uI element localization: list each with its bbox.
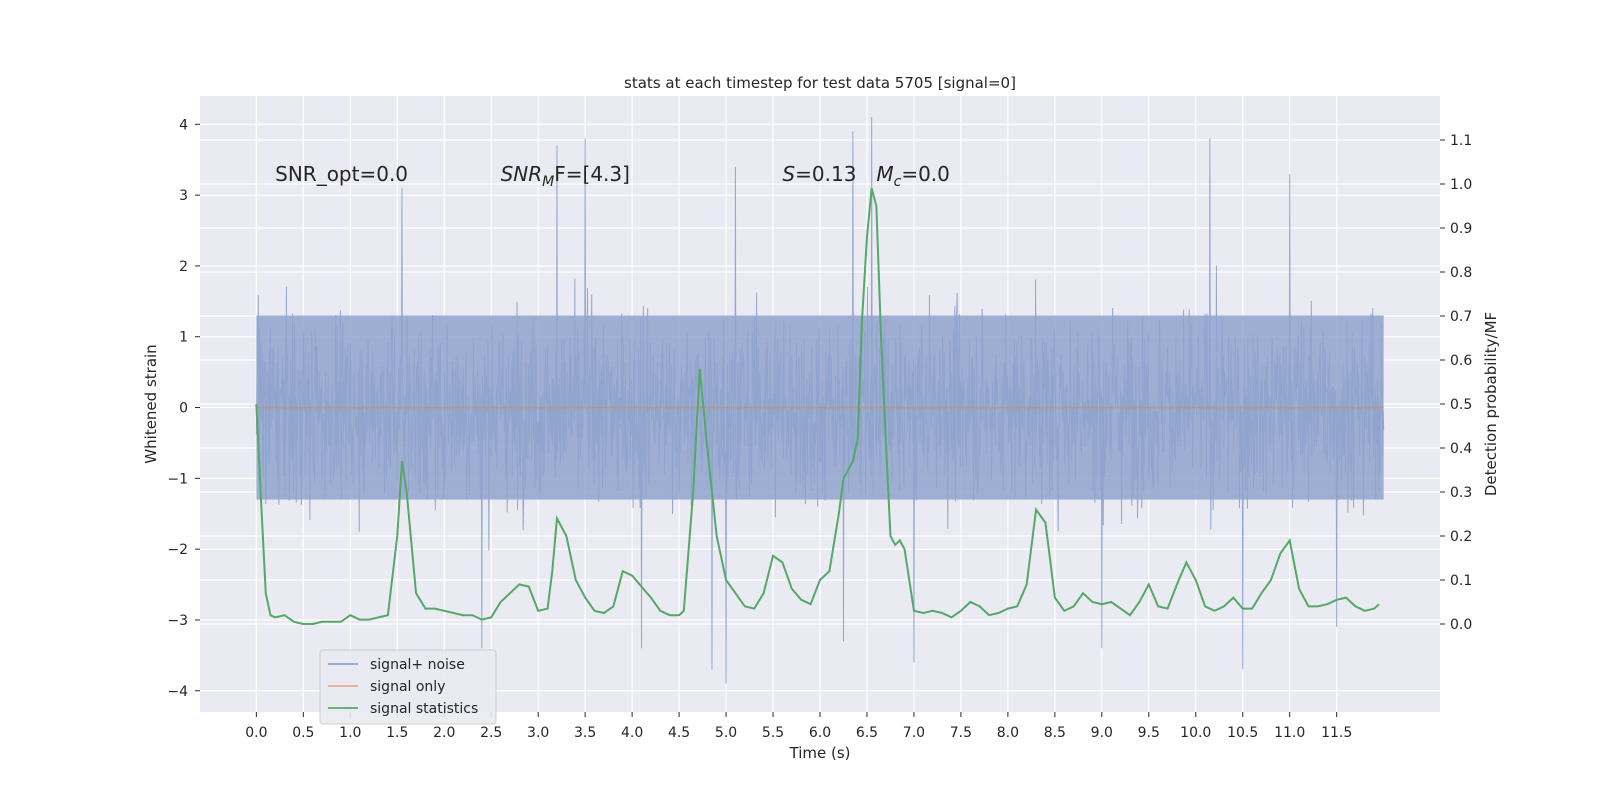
y-right-tick-label: 0.5 xyxy=(1450,397,1472,413)
x-tick-label: 4.5 xyxy=(668,725,690,741)
annotations: SNR_opt=0.0 SNRMF=[4.3] S=0.13 Mc=0.0 xyxy=(275,162,950,190)
y-tick-label: 2 xyxy=(179,259,188,275)
legend: signal+ noise signal only signal statist… xyxy=(319,649,497,725)
x-tick-label: 9.0 xyxy=(1091,725,1113,741)
x-tick-label: 11.5 xyxy=(1321,725,1352,741)
y-right-tick-label: 0.6 xyxy=(1450,353,1472,369)
y-right-axis-label: Detection probability/MF xyxy=(1482,312,1500,496)
x-tick-label: 10.5 xyxy=(1227,725,1258,741)
signal-statistics-series xyxy=(255,188,1380,625)
x-tick-label: 4.0 xyxy=(621,725,643,741)
x-tick-label: 1.0 xyxy=(339,725,361,741)
y-right-tick-label: 0.9 xyxy=(1450,221,1472,237)
x-tick-label: 8.5 xyxy=(1044,725,1066,741)
legend-label-signal-noise: signal+ noise xyxy=(370,657,465,673)
x-axis-label: Time (s) xyxy=(789,744,851,762)
legend-label-signal-statistics: signal statistics xyxy=(370,701,478,717)
signal-statistics-line xyxy=(255,188,1380,625)
y-tick-label: 4 xyxy=(179,117,188,133)
x-tick-label: 3.5 xyxy=(574,725,596,741)
annotation-text: SNRMF=[4.3] xyxy=(501,162,630,190)
y-right-tick-label: 0.3 xyxy=(1450,485,1472,501)
y-right-tick-label: 0.4 xyxy=(1450,441,1472,457)
x-tick-label: 7.5 xyxy=(950,725,972,741)
chart-title: stats at each timestep for test data 570… xyxy=(624,74,1016,92)
annotation-text: SNR_opt=0.0 xyxy=(275,162,408,186)
x-tick-label: 2.0 xyxy=(433,725,455,741)
y-right-tick-label: 0.1 xyxy=(1450,573,1472,589)
x-tick-label: 10.0 xyxy=(1180,725,1211,741)
y-right-tick-label: 0.2 xyxy=(1450,529,1472,545)
x-tick-label: 6.5 xyxy=(856,725,878,741)
y-right-tick-label: 0.0 xyxy=(1450,617,1472,633)
y-tick-label: 3 xyxy=(179,188,188,204)
x-tick-label: 0.0 xyxy=(245,725,267,741)
legend-label-signal-only: signal only xyxy=(370,679,445,695)
y-tick-label: −2 xyxy=(167,542,188,558)
x-tick-label: 8.0 xyxy=(997,725,1019,741)
y-right-tick-label: 1.1 xyxy=(1450,133,1472,149)
y-right-tick-label: 0.7 xyxy=(1450,309,1472,325)
x-tick-label: 6.0 xyxy=(809,725,831,741)
axis-ticks: 0.0 0.5 1.0 1.5 2.0 2.5 3.0 3.5 4.0 4.5 5.0 5.5 6.0 6… xyxy=(167,117,1472,741)
y-right-tick-label: 1.0 xyxy=(1450,177,1472,193)
y-right-tick-label: 0.8 xyxy=(1450,265,1472,281)
x-tick-label: 7.0 xyxy=(903,725,925,741)
annotation-text: S=0.13 xyxy=(782,162,856,186)
annotation-text: Mc=0.0 xyxy=(876,162,950,190)
y-axis-label: Whitened strain xyxy=(142,344,160,463)
x-tick-label: 3.0 xyxy=(527,725,549,741)
y-tick-label: 1 xyxy=(179,330,188,346)
x-tick-label: 9.5 xyxy=(1138,725,1160,741)
x-tick-label: 0.5 xyxy=(292,725,314,741)
y-tick-label: −1 xyxy=(167,471,188,487)
y-tick-label: −3 xyxy=(167,613,188,629)
y-tick-label: −4 xyxy=(167,684,188,700)
x-tick-label: 5.5 xyxy=(762,725,784,741)
x-tick-label: 11.0 xyxy=(1274,725,1305,741)
x-tick-label: 2.5 xyxy=(480,725,502,741)
y-tick-label: 0 xyxy=(179,401,188,417)
legend-box xyxy=(319,649,497,725)
x-tick-label: 5.0 xyxy=(715,725,737,741)
x-tick-label: 1.5 xyxy=(386,725,408,741)
